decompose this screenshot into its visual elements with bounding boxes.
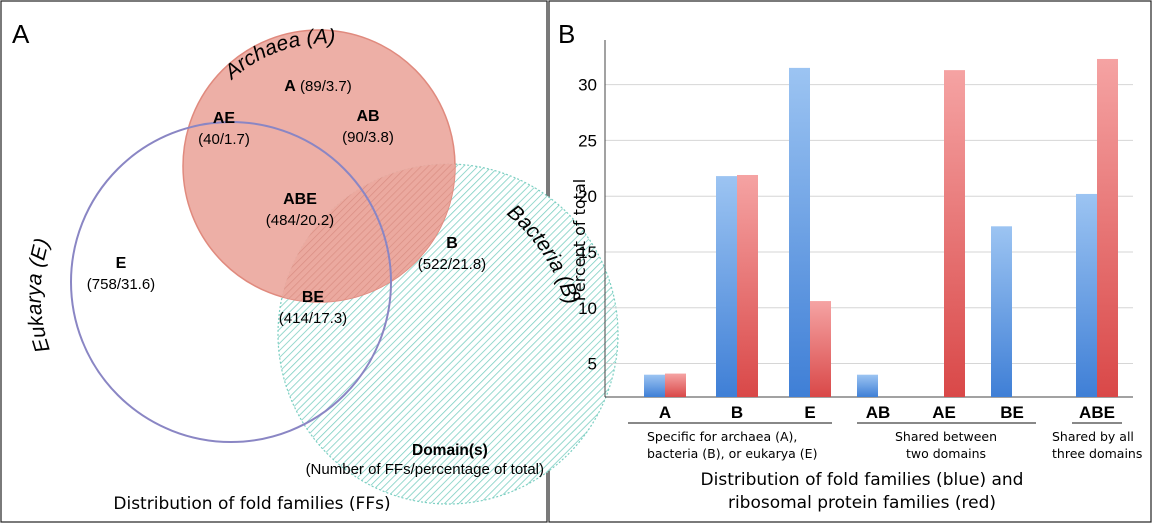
region-name-b: B: [446, 235, 458, 252]
group-label-line2: two domains: [906, 446, 986, 461]
bar-b-series-1: [716, 176, 737, 397]
region-value-ab: (90/3.8): [342, 129, 394, 146]
x-tick-label-ab: AB: [866, 403, 891, 422]
group-label-line2: three domains: [1052, 446, 1142, 461]
x-tick-label-a: A: [659, 403, 671, 422]
eukarya-label: Eukarya (E): [23, 236, 55, 356]
region-name-be: BE: [302, 289, 325, 306]
eukarya-circle: [70, 121, 392, 443]
region-value-e: (758/31.6): [87, 276, 155, 293]
panel-a-caption: Distribution of fold families (FFs): [113, 494, 390, 514]
region-name-ab: AB: [356, 108, 379, 125]
bar-abe-series-2: [1097, 58, 1118, 397]
x-tick-label-ae: AE: [932, 403, 956, 422]
bar-e-series-2: [810, 301, 831, 397]
bar-a-series-1: [644, 374, 665, 397]
bar-e-series-1: [789, 67, 810, 397]
panel-b-letter: B: [558, 19, 575, 49]
region-value-be: (414/17.3): [279, 310, 347, 327]
x-tick-label-be: BE: [1000, 403, 1024, 422]
x-tick-label-e: E: [804, 403, 815, 422]
x-tick-label-b: B: [731, 403, 743, 422]
region-value-ae: (40/1.7): [198, 131, 250, 148]
group-label-line1: Specific for archaea (A),: [647, 429, 797, 444]
panel-b-caption-line1: Distribution of fold families (blue) and: [701, 470, 1024, 490]
bar-b-series-2: [737, 174, 758, 397]
region-label-a: A (89/3.7): [284, 78, 351, 95]
panel-a-letter: A: [12, 19, 30, 49]
region-name-ae: AE: [213, 110, 236, 127]
group-label-line1: Shared between: [895, 429, 997, 444]
y-axis-label: Percent of total: [570, 179, 589, 301]
region-value-abe: (484/20.2): [266, 212, 334, 229]
venn-legend-subtitle: (Number of FFs/percentage of total): [306, 461, 544, 478]
bar-be-series-1: [991, 226, 1012, 397]
venn-legend-title: Domain(s): [412, 442, 488, 459]
group-label-line2: bacteria (B), or eukarya (E): [647, 446, 817, 461]
region-name-abe: ABE: [283, 191, 317, 208]
y-tick-label: 5: [588, 355, 597, 374]
bar-ab-series-1: [857, 374, 878, 397]
group-label-line1: Shared by all: [1052, 429, 1134, 444]
bar-abe-series-1: [1076, 193, 1097, 397]
region-value-b: (522/21.8): [418, 256, 486, 273]
region-name-e: E: [116, 255, 127, 272]
x-tick-label-abe: ABE: [1079, 403, 1115, 422]
y-tick-label: 15: [578, 243, 597, 262]
y-tick-label: 25: [578, 131, 597, 150]
panel-b-caption-line2: ribosomal protein families (red): [728, 493, 996, 513]
venn-region-labels: A (89/3.7) AE (40/1.7) AB (90/3.8) ABE (484/20…: [87, 78, 486, 327]
y-tick-label: 30: [578, 76, 597, 95]
bar-a-series-2: [665, 373, 686, 397]
bar-ae-series-2: [944, 70, 965, 397]
y-tick-label: 10: [578, 299, 597, 318]
y-tick-label: 20: [578, 187, 597, 206]
